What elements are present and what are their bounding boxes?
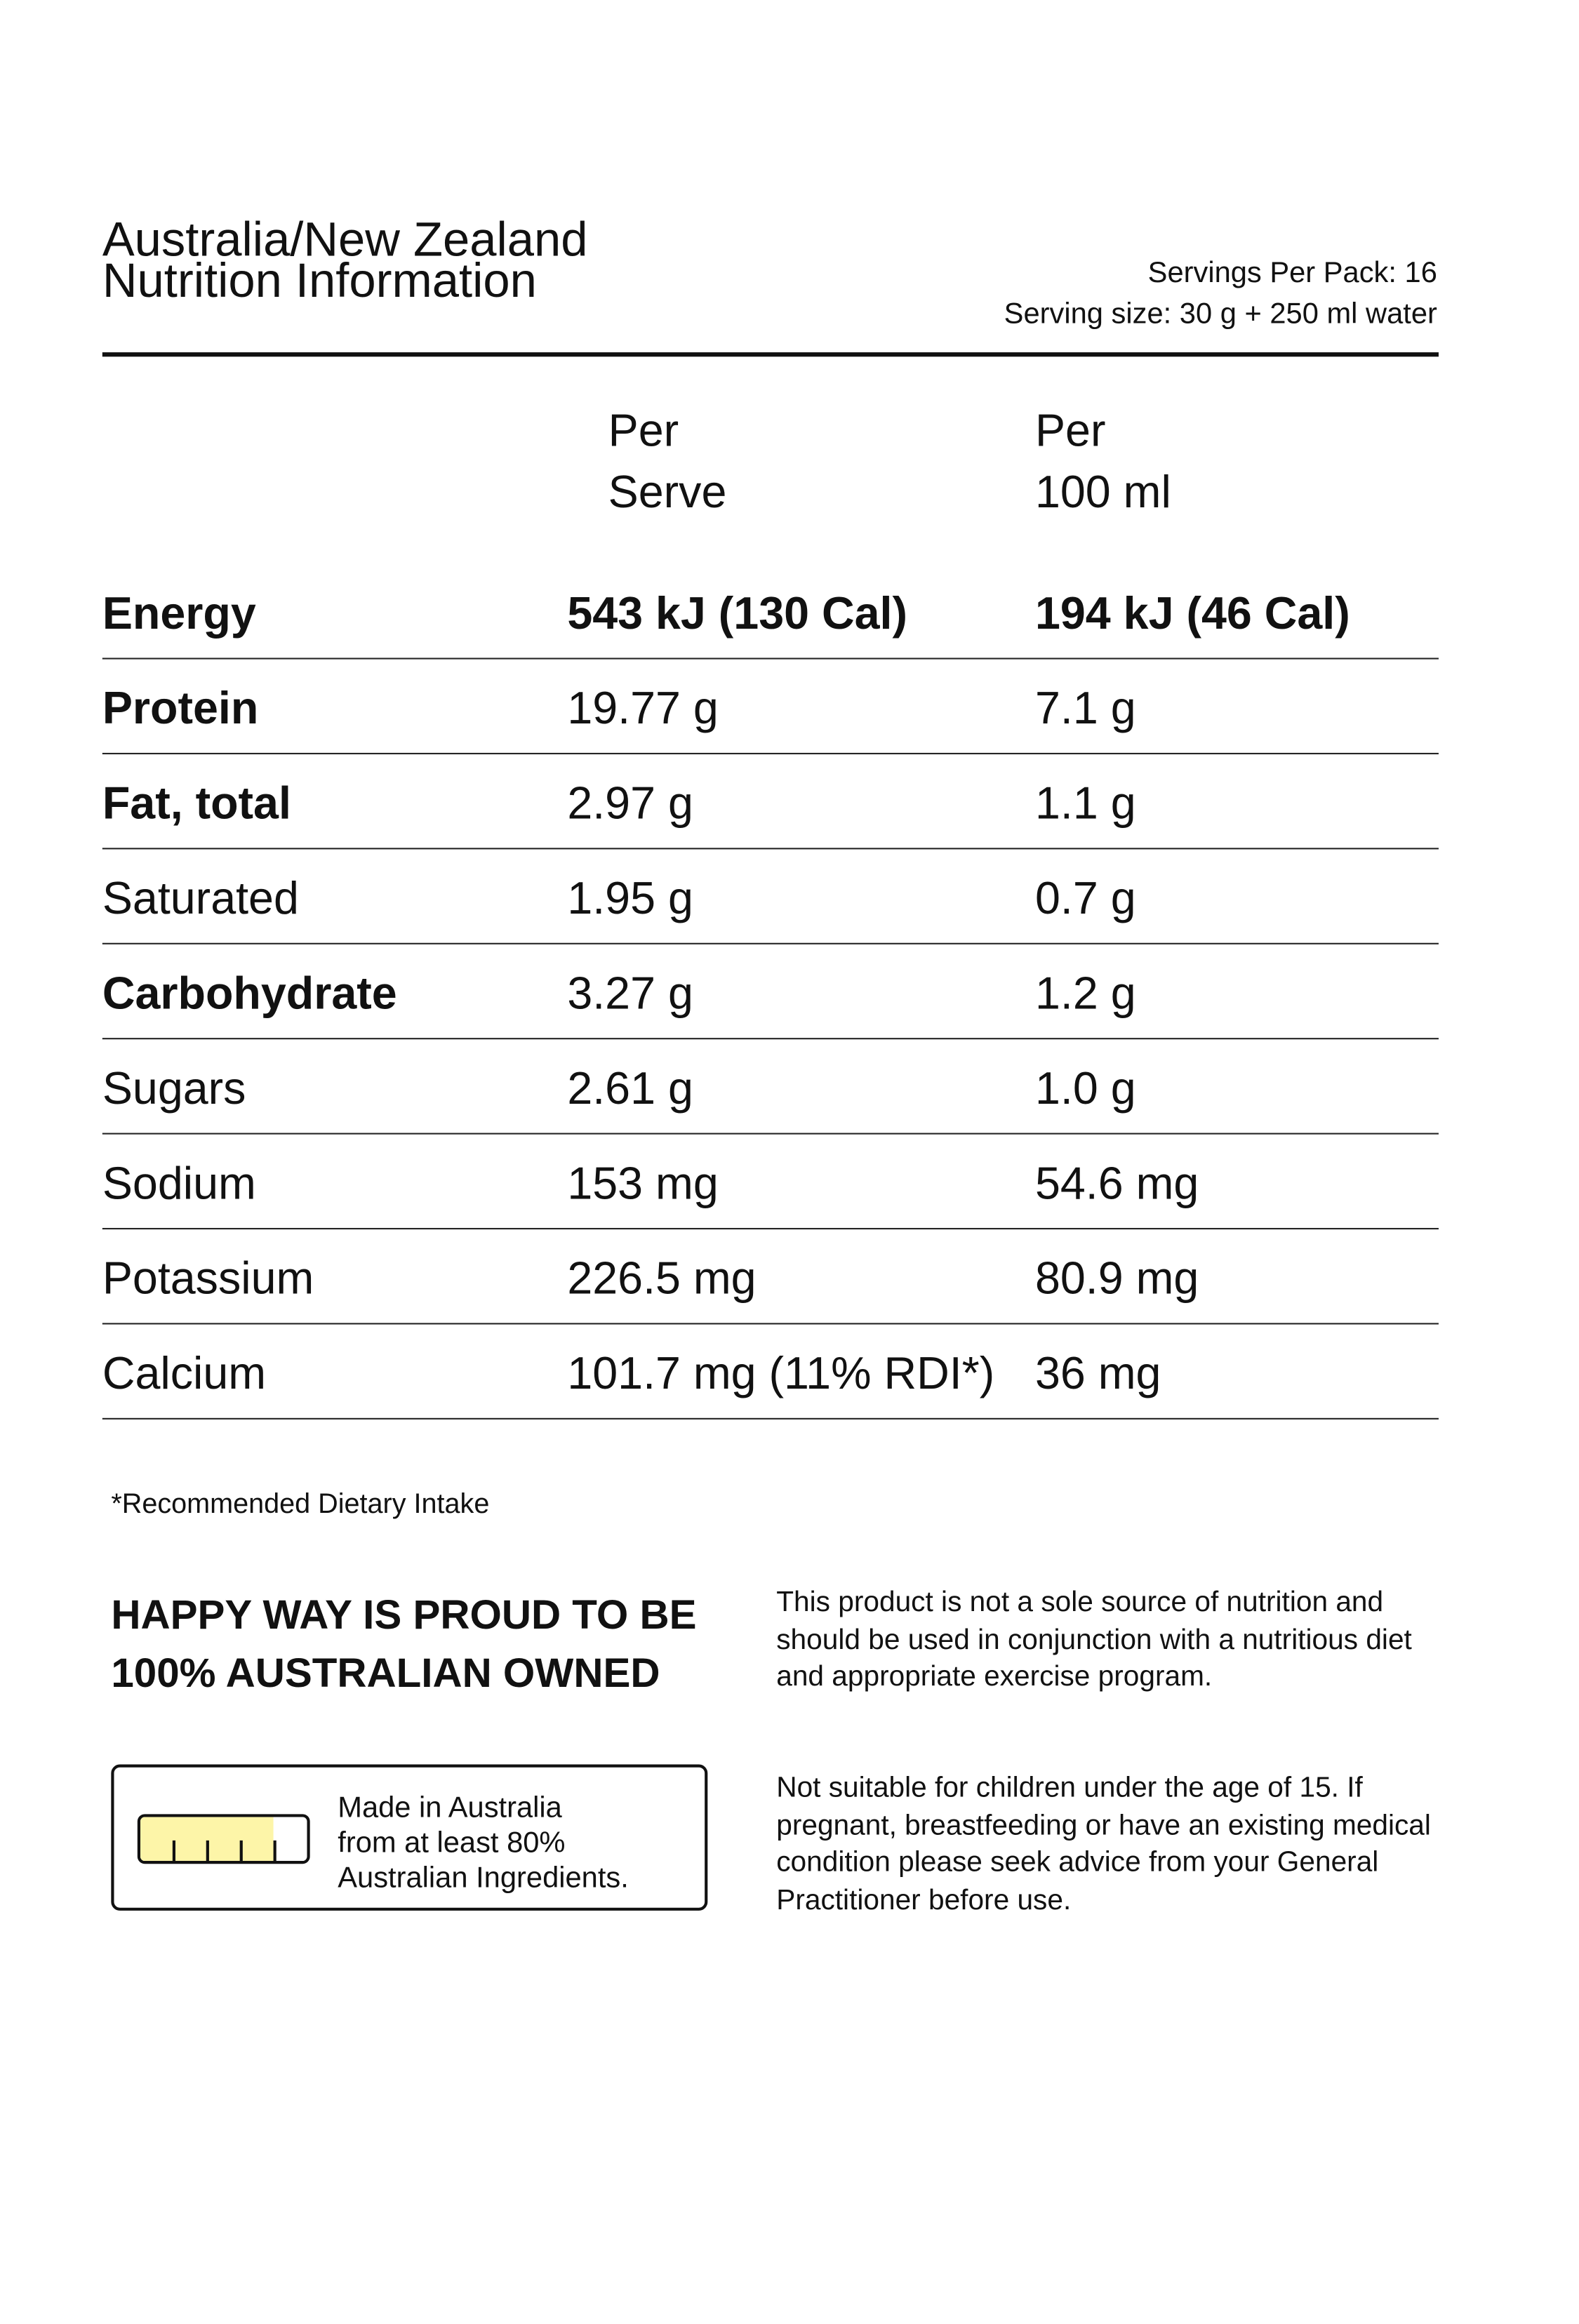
bar-tick — [172, 1840, 175, 1862]
per-serve-value: 19.77 g — [567, 682, 719, 734]
badge-line: from at least 80% — [338, 1827, 566, 1859]
per-100ml-value: 1.0 g — [1034, 1062, 1136, 1114]
table-row: Carbohydrate 3.27 g 1.2 g — [102, 943, 1439, 1040]
column-header-per-100ml: Per 100 ml — [1035, 401, 1171, 523]
nutrient-name: Calcium — [102, 1347, 267, 1399]
bar-tick — [206, 1840, 209, 1862]
col-label: Per — [1034, 405, 1106, 456]
made-in-australia-badge: Made in Australia from at least 80% Aust… — [111, 1764, 708, 1911]
per-serve-value: 2.61 g — [567, 1062, 693, 1114]
per-serve-value: 153 mg — [567, 1157, 719, 1209]
per-serve-value: 3.27 g — [567, 968, 693, 1020]
per-serve-value: 101.7 mg (11% RDI*) — [567, 1347, 995, 1399]
table-row: Sugars 2.61 g 1.0 g — [102, 1038, 1439, 1135]
badge-line: Australian Ingredients. — [338, 1862, 629, 1895]
table-row: Potassium 226.5 mg 80.9 mg — [102, 1228, 1439, 1325]
table-row: Energy 543 kJ (130 Cal) 194 kJ (46 Cal) — [102, 563, 1439, 660]
nutrient-name: Fat, total — [102, 777, 291, 829]
title-line-2: Nutrition Information — [102, 253, 537, 307]
bar-tick — [273, 1840, 277, 1862]
nutrient-name: Potassium — [102, 1253, 314, 1304]
per-serve-value: 2.97 g — [567, 777, 693, 829]
title-line-1: Australia/New Zealand — [102, 212, 588, 267]
badge-line: Made in Australia — [338, 1792, 562, 1824]
table-row: Calcium 101.7 mg (11% RDI*) 36 mg — [102, 1323, 1439, 1420]
proud-line: HAPPY WAY IS PROUD TO BE — [111, 1591, 697, 1638]
made-in-australia-text: Made in Australia from at least 80% Aust… — [338, 1791, 629, 1896]
per-100ml-value: 54.6 mg — [1034, 1157, 1199, 1209]
per-100ml-value: 1.1 g — [1034, 777, 1136, 829]
per-100ml-value: 80.9 mg — [1034, 1253, 1199, 1304]
table-row: Fat, total 2.97 g 1.1 g — [102, 753, 1439, 850]
per-100ml-value: 194 kJ (46 Cal) — [1034, 587, 1350, 639]
per-100ml-value: 36 mg — [1034, 1347, 1161, 1399]
per-serve-value: 543 kJ (130 Cal) — [567, 587, 908, 639]
per-100ml-value: 1.2 g — [1034, 968, 1136, 1020]
disclaimer-suitability: Not suitable for children under the age … — [776, 1771, 1431, 1916]
nutrient-name: Protein — [102, 682, 259, 734]
serving-size: Serving size: 30 g + 250 ml water — [1004, 298, 1437, 330]
table-row: Saturated 1.95 g 0.7 g — [102, 848, 1439, 944]
col-label: Per — [608, 405, 679, 456]
proud-line: 100% AUSTRALIAN OWNED — [111, 1650, 660, 1696]
disclaimer-nutrition: This product is not a sole source of nut… — [776, 1586, 1412, 1693]
nutrient-name: Carbohydrate — [102, 968, 397, 1020]
table-row: Sodium 153 mg 54.6 mg — [102, 1133, 1439, 1230]
column-header-per-serve: Per Serve — [608, 401, 727, 523]
nutrient-name: Sodium — [102, 1157, 256, 1209]
australian-ingredients-bar-icon — [137, 1814, 310, 1864]
bar-tick — [239, 1840, 243, 1862]
col-label: Serve — [608, 466, 727, 518]
header-rule — [102, 352, 1439, 357]
per-serve-value: 1.95 g — [567, 872, 693, 924]
per-100ml-value: 7.1 g — [1034, 682, 1136, 734]
panel-title: Australia/New Zealand Nutrition Informat… — [102, 212, 588, 307]
col-label: 100 ml — [1034, 466, 1171, 518]
nutrient-name: Saturated — [102, 872, 299, 924]
australian-owned-statement: HAPPY WAY IS PROUD TO BE 100% AUSTRALIAN… — [111, 1586, 696, 1703]
footnote: *Recommended Dietary Intake — [111, 1489, 490, 1521]
nutrient-name: Energy — [102, 587, 256, 639]
per-100ml-value: 0.7 g — [1034, 872, 1136, 924]
servings-per-pack: Servings Per Pack: 16 — [1147, 257, 1437, 290]
per-serve-value: 226.5 mg — [567, 1253, 757, 1304]
table-row: Protein 19.77 g 7.1 g — [102, 657, 1439, 754]
nutrient-name: Sugars — [102, 1062, 246, 1114]
